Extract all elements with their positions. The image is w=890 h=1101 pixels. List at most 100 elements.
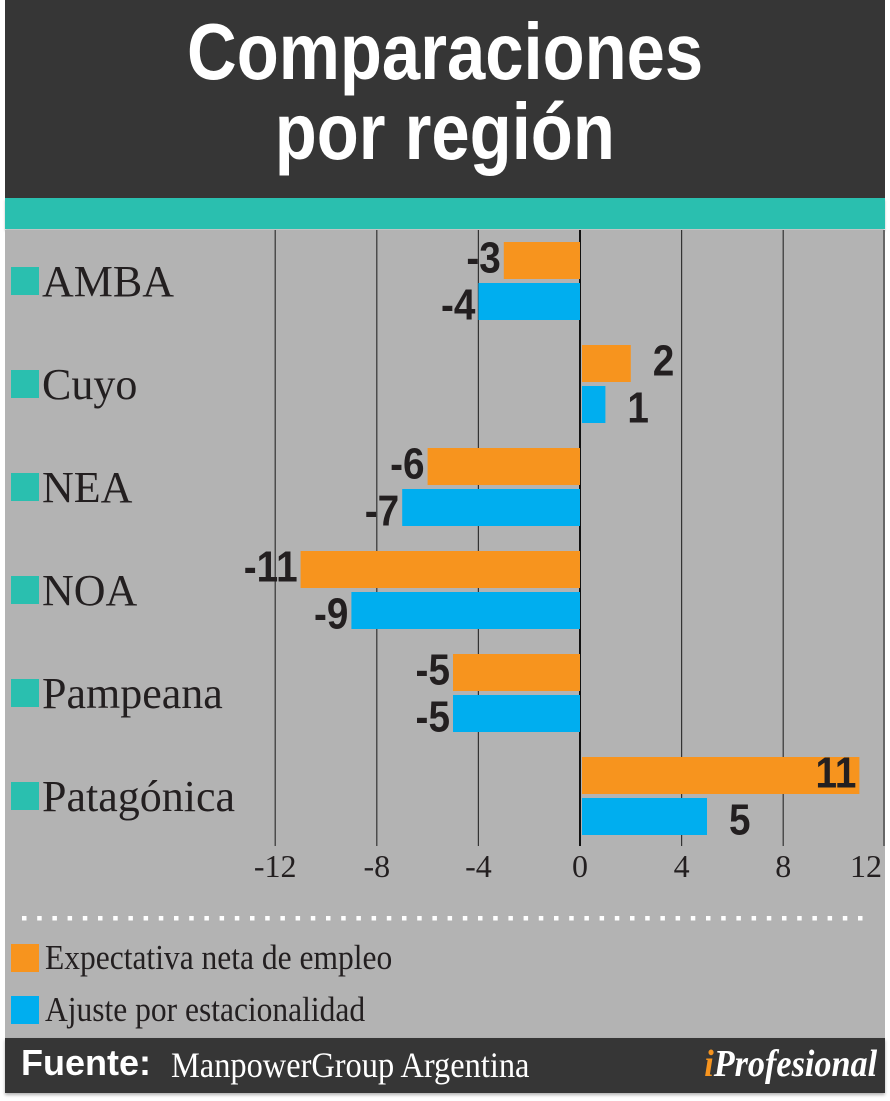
divider-dot xyxy=(37,916,42,921)
divider-dot xyxy=(523,916,529,921)
x-tick-label: -4 xyxy=(465,848,492,884)
divider-dot xyxy=(128,916,133,921)
gridlines xyxy=(274,230,885,846)
region-label: Patagónica xyxy=(11,771,235,821)
bar-expectativa xyxy=(427,448,580,485)
x-tick-label: 0 xyxy=(572,848,588,884)
region-bullet-icon xyxy=(11,370,39,398)
divider-dot xyxy=(478,916,483,921)
divider-dot xyxy=(706,916,711,921)
divider-dot xyxy=(189,916,194,921)
region-name: NEA xyxy=(42,462,133,512)
divider-dot xyxy=(782,916,787,921)
divider-dot xyxy=(584,916,589,921)
region-label: NEA xyxy=(11,462,132,512)
divider-dot xyxy=(569,916,574,921)
divider-dot xyxy=(538,916,544,921)
value-label: 2 xyxy=(653,335,675,385)
x-tick-label: 4 xyxy=(674,848,690,884)
chart-panel xyxy=(5,230,885,1038)
bar-ajuste xyxy=(351,592,580,629)
value-label: 5 xyxy=(729,794,751,844)
divider-dot xyxy=(326,916,331,921)
divider-dot xyxy=(417,916,422,921)
divider-dot xyxy=(614,916,620,921)
iprofesional-logo: iProfesional xyxy=(704,1042,877,1086)
divider-dot xyxy=(493,916,498,921)
dotted-divider xyxy=(22,916,863,921)
bar-expectativa xyxy=(300,551,580,588)
divider-dot xyxy=(310,916,316,921)
divider-dot xyxy=(295,916,301,921)
region-label: Cuyo xyxy=(11,359,137,409)
value-label: -4 xyxy=(441,279,475,329)
divider-dot xyxy=(386,916,392,921)
region-name: AMBA xyxy=(42,256,175,306)
x-axis-ticks: -12 -8 -4 0 4 8 12 xyxy=(254,848,882,884)
divider-dot xyxy=(174,916,179,921)
value-label: -5 xyxy=(416,644,450,694)
divider-dot xyxy=(371,916,377,921)
divider-dot xyxy=(462,916,468,921)
divider-dot xyxy=(67,916,73,921)
bar-ajuste xyxy=(478,283,580,320)
divider-dot xyxy=(143,916,149,921)
region-name: Pampeana xyxy=(42,668,223,718)
divider-dot xyxy=(690,916,696,921)
x-tick-label: 8 xyxy=(775,848,791,884)
legend-swatch-orange xyxy=(11,944,39,972)
divider-dot xyxy=(736,916,741,921)
region-bullet-icon xyxy=(11,782,39,810)
divider-dot xyxy=(265,916,270,921)
value-label: -3 xyxy=(466,232,500,282)
region-name: Patagónica xyxy=(42,771,236,821)
value-label: -6 xyxy=(390,438,424,488)
divider-dot xyxy=(219,916,225,921)
divider-dot xyxy=(432,916,437,921)
title-header: Comparaciones por región xyxy=(5,0,885,198)
legend-label: Ajuste por estacionalidad xyxy=(45,990,366,1029)
bar-ajuste xyxy=(453,695,580,732)
bar-expectativa xyxy=(453,654,580,691)
title-line-1: Comparaciones xyxy=(186,7,704,96)
legend-item-ajuste: Ajuste por estacionalidad xyxy=(11,990,401,1030)
divider-dot xyxy=(204,916,209,921)
value-labels: -3-4 21 -6-7 -11 -9 -5-5 11 5 xyxy=(244,232,857,844)
divider-dot xyxy=(280,916,285,921)
divider-dot xyxy=(645,916,650,921)
divider-dot xyxy=(158,916,164,921)
divider-dot xyxy=(52,916,57,921)
region-label: Pampeana xyxy=(11,668,223,718)
divider-dot xyxy=(98,916,103,921)
accent-band xyxy=(5,198,885,229)
region-bullet-icon xyxy=(11,679,39,707)
region-label: NOA xyxy=(11,565,137,615)
divider-dot xyxy=(82,916,88,921)
region-name: Cuyo xyxy=(42,359,138,409)
title-line-2: por región xyxy=(274,87,616,176)
value-label: -7 xyxy=(365,485,399,535)
value-label: -5 xyxy=(416,691,450,741)
divider-dot xyxy=(660,916,665,921)
divider-dot xyxy=(812,916,817,921)
legend-swatch-blue xyxy=(11,996,39,1024)
bar-expectativa xyxy=(582,757,860,794)
source-label: Fuente: xyxy=(21,1042,151,1083)
divider-dot xyxy=(858,916,863,921)
bars xyxy=(300,242,860,835)
legend-label: Expectativa neta de empleo xyxy=(45,938,393,977)
value-label: 11 xyxy=(815,747,856,797)
divider-dot xyxy=(447,916,453,921)
divider-dot xyxy=(554,916,559,921)
x-tick-label: 12 xyxy=(850,848,882,884)
divider-dot xyxy=(842,916,848,921)
region-bullet-icon xyxy=(11,473,39,501)
divider-dot xyxy=(341,916,346,921)
divider-dot xyxy=(113,916,118,921)
region-bullet-icon xyxy=(11,267,39,295)
divider-dot xyxy=(599,916,605,921)
x-tick-label: -12 xyxy=(254,848,297,884)
logo-text: Profesional xyxy=(713,1043,877,1085)
divider-dot xyxy=(234,916,240,921)
